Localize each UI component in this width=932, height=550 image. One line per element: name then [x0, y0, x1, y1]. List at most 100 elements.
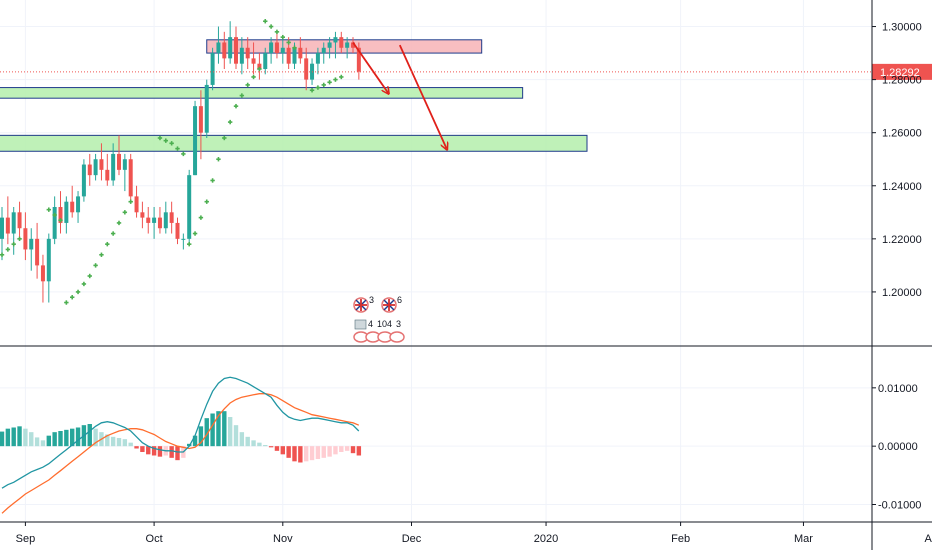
sar-point [122, 210, 128, 215]
sar-point [81, 281, 87, 287]
sar-point [274, 29, 280, 35]
candle [175, 217, 180, 245]
sar-point [327, 80, 332, 85]
price-tick-label: 1.28000 [882, 75, 922, 87]
candle [134, 185, 139, 218]
macd-histogram-bar [274, 446, 280, 451]
support-zone [0, 134, 588, 152]
candle [99, 143, 104, 181]
macd-histogram-bar [5, 428, 11, 447]
event-count-label: 3 [369, 295, 374, 305]
macd-histogram-bar [17, 426, 22, 447]
candle-body [257, 63, 262, 69]
sar-point [116, 220, 122, 226]
sar-point [204, 199, 209, 204]
candle-body [187, 175, 192, 239]
x-tick-label: Oct [146, 533, 163, 545]
sar-point [5, 247, 11, 252]
candle-body [234, 37, 238, 64]
macd-pane [0, 376, 362, 514]
candle [351, 37, 355, 54]
sar-point [309, 88, 315, 93]
macd-histogram-bar [204, 418, 209, 447]
calendar-grid-icon [354, 319, 367, 330]
candle [187, 169, 192, 245]
macd-line [1, 376, 360, 489]
candle [76, 191, 81, 223]
macd-histogram-bar [93, 428, 98, 447]
sar-point [75, 289, 81, 295]
sar-point [58, 218, 63, 223]
candle [17, 201, 22, 239]
macd-histogram-bar [339, 446, 344, 452]
macd-histogram-bar [140, 446, 145, 452]
candle-body [198, 106, 203, 133]
sar-point [280, 34, 285, 40]
candle-body [280, 47, 285, 54]
macd-histogram-bar [356, 446, 362, 456]
candle-body [134, 196, 139, 213]
candle-body [228, 37, 233, 59]
candle [105, 153, 110, 186]
candle [304, 47, 309, 91]
candle [93, 153, 98, 181]
candle-body [70, 201, 75, 213]
candle [157, 207, 162, 234]
macd-histogram-bar [175, 446, 180, 461]
candle [269, 37, 274, 64]
candle-body [0, 217, 4, 239]
macd-histogram-bar [52, 432, 57, 447]
sar-point [268, 24, 274, 29]
candle-body [193, 106, 198, 176]
uk-flag-icon [381, 297, 397, 313]
macd-histogram-bar [146, 446, 151, 455]
candle-body [23, 228, 28, 250]
last-price-line: 1.28292 [0, 63, 932, 80]
candle-body [111, 153, 116, 181]
macd-tick-label: 0.01000 [878, 383, 918, 395]
sar-point [233, 103, 239, 109]
candle-body [35, 238, 40, 266]
macd-histogram-bar [315, 446, 321, 459]
candle-body [117, 153, 121, 170]
candle-body [122, 159, 127, 170]
candle-body [292, 47, 297, 64]
candle-body [204, 84, 209, 133]
sar-point [198, 215, 204, 220]
candle-body [81, 164, 86, 197]
parabolic-sar-series [0, 19, 344, 305]
candle [245, 37, 250, 69]
candle [274, 31, 279, 59]
candle [163, 201, 168, 234]
candle-body [269, 42, 274, 54]
macd-histogram-bar [23, 428, 28, 447]
economic-events[interactable]: 3 6 4 104 3 [353, 295, 405, 343]
price-tick-label: 1.30000 [882, 22, 922, 34]
sar-point [222, 135, 227, 141]
candle-body [29, 238, 34, 250]
candle-body [157, 217, 162, 229]
macd-histogram-bar [292, 446, 297, 462]
candle-body [99, 159, 104, 170]
macd-histogram-bar [268, 446, 274, 448]
price-tick-label: 1.20000 [882, 287, 922, 299]
candle-body [251, 58, 256, 64]
event-group-label: 104 [377, 319, 392, 329]
candle-body [333, 37, 338, 43]
macd-histogram-bar [263, 445, 268, 447]
macd-histogram-bar [105, 434, 110, 447]
sar-point [70, 295, 75, 300]
macd-histogram-bar [216, 411, 221, 447]
sar-point [239, 93, 245, 98]
sar-point [321, 82, 326, 88]
candle [5, 196, 10, 245]
event-group: 4 104 3 [353, 319, 405, 343]
candle [298, 37, 303, 64]
candle [29, 228, 34, 271]
sar-point [251, 74, 256, 80]
sar-point [169, 141, 174, 146]
sar-point [110, 231, 116, 236]
